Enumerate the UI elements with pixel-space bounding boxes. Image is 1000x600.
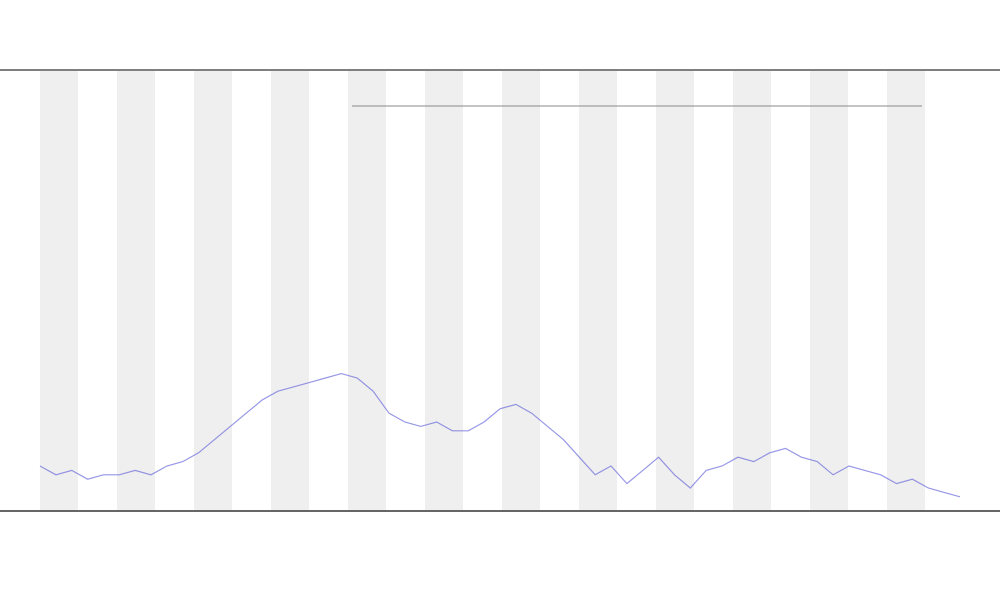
band [117,71,155,510]
background-bands [40,71,925,510]
band [810,71,848,510]
band [425,71,463,510]
band [348,71,386,510]
band [579,71,617,510]
band [40,71,78,510]
band [656,71,694,510]
band [271,71,309,510]
band [502,71,540,510]
band [194,71,232,510]
band [887,71,925,510]
band [733,71,771,510]
series-line [39,372,961,498]
